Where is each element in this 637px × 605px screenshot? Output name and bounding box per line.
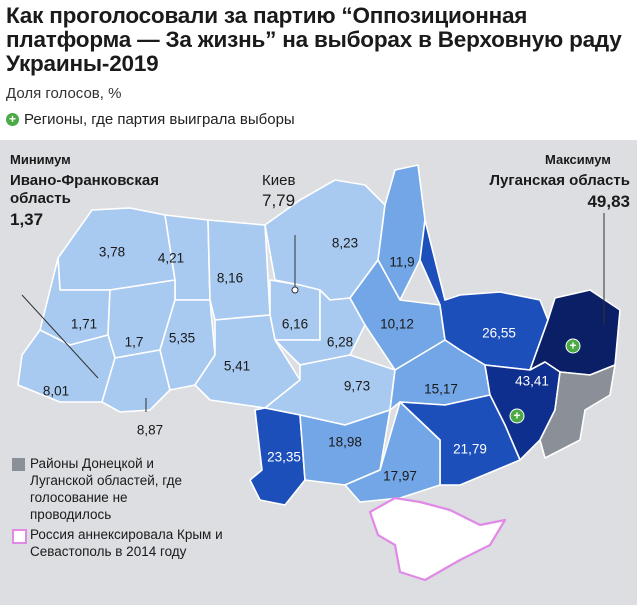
legend-winner: + Регионы, где партия выиграла выборы — [6, 111, 295, 128]
no-vote-area — [539, 364, 616, 459]
crimea — [368, 496, 507, 582]
crimea-label: Россия аннексировала Крым и Севастополь … — [30, 527, 223, 559]
kiev-point — [291, 286, 299, 294]
subtitle: Доля голосов, % — [6, 85, 122, 102]
region-value: 21,79 — [453, 441, 487, 457]
region-value: 17,97 — [383, 468, 417, 484]
region-value: 8,23 — [331, 235, 359, 251]
min-value: 1,37 — [10, 210, 44, 229]
min-leader-line — [21, 294, 99, 379]
region-value: 8,87 — [136, 422, 164, 438]
legend-winner-label: Регионы, где партия выиграла выборы — [24, 111, 295, 128]
region-value: 11,9 — [389, 254, 415, 270]
region-value: 43,41 — [515, 373, 549, 389]
region-22 — [344, 401, 441, 503]
region-value: 5,35 — [168, 330, 196, 346]
region-value: 8,01 — [42, 383, 70, 399]
region-value: 9,73 — [343, 378, 371, 394]
region-value: 15,17 — [424, 381, 458, 397]
max-region: Луганская область — [489, 172, 630, 189]
kiev-name: Киев — [262, 172, 296, 189]
max-value: 49,83 — [587, 192, 630, 211]
region-value: 8,16 — [216, 270, 244, 286]
region-value: 26,55 — [482, 325, 516, 341]
region-value: 5,41 — [223, 358, 251, 374]
no-vote-swatch — [12, 458, 25, 471]
max-caption: Максимум — [545, 152, 611, 167]
region-value: 10,12 — [380, 316, 414, 332]
min-region: Ивано-Франковская область — [10, 172, 159, 207]
region-value: 18,98 — [328, 434, 362, 450]
page-title: Как проголосовали за партию “Оппозиционн… — [6, 3, 622, 76]
plus-circle-icon: + — [6, 113, 19, 126]
no-vote-label: Районы Донецкой и Луганской областей, гд… — [30, 456, 183, 522]
region-value: 23,35 — [267, 449, 301, 465]
region-value: 1,71 — [70, 316, 98, 332]
region-value: 6,28 — [326, 334, 354, 350]
region-value: 3,78 — [98, 244, 126, 260]
min-caption: Минимум — [10, 152, 71, 167]
map-svg — [17, 164, 637, 605]
region-19 — [249, 407, 306, 506]
map: 3,78 4,21 8,16 8,23 11,9 1,71 1,7 5,35 6… — [0, 140, 637, 605]
region-value: 4,21 — [157, 250, 185, 266]
plus-circle-icon: + — [565, 338, 581, 354]
region-value: 6,16 — [281, 316, 309, 332]
region-value: 1,7 — [124, 334, 144, 350]
crimea-swatch — [12, 529, 27, 544]
kiev-value: 7,79 — [262, 191, 296, 210]
plus-circle-icon: + — [509, 408, 525, 424]
